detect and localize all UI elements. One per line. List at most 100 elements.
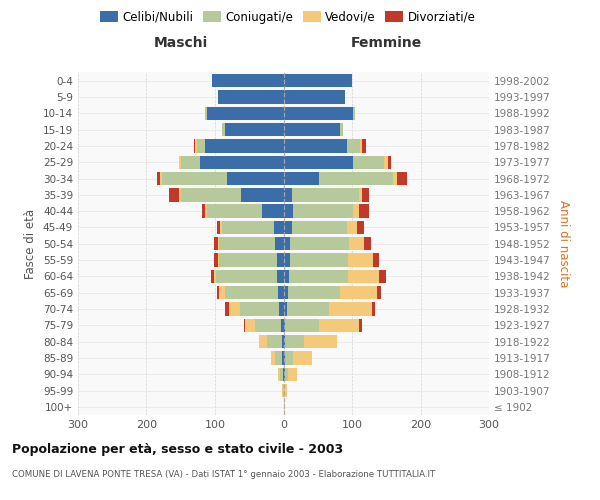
Bar xyxy=(281,318,284,332)
Bar xyxy=(284,400,285,413)
Bar xyxy=(287,302,329,316)
Bar xyxy=(280,302,284,316)
Bar xyxy=(241,188,284,202)
Bar xyxy=(284,237,290,250)
Bar xyxy=(284,90,345,104)
Bar xyxy=(214,237,218,250)
Bar xyxy=(347,221,358,234)
Bar xyxy=(283,368,284,381)
Bar xyxy=(340,123,343,136)
Bar xyxy=(218,254,219,266)
Bar xyxy=(219,254,277,266)
Bar xyxy=(282,384,283,397)
Bar xyxy=(358,221,364,234)
Bar xyxy=(283,384,284,397)
Bar xyxy=(347,139,360,152)
Bar xyxy=(384,156,388,169)
Y-axis label: Anni di nascita: Anni di nascita xyxy=(557,200,570,288)
Bar xyxy=(284,286,287,300)
Bar xyxy=(285,368,288,381)
Bar xyxy=(349,237,364,250)
Bar xyxy=(293,351,312,364)
Bar xyxy=(205,106,207,120)
Bar xyxy=(284,384,287,397)
Bar xyxy=(169,188,179,202)
Bar xyxy=(288,368,296,381)
Bar xyxy=(377,286,381,300)
Bar xyxy=(397,172,407,185)
Bar xyxy=(284,123,340,136)
Bar xyxy=(194,139,195,152)
Text: Femmine: Femmine xyxy=(350,36,422,50)
Bar xyxy=(353,106,355,120)
Bar xyxy=(157,172,160,185)
Bar xyxy=(205,204,207,218)
Bar xyxy=(280,368,283,381)
Bar xyxy=(348,254,373,266)
Bar xyxy=(207,106,284,120)
Bar xyxy=(319,172,393,185)
Bar xyxy=(284,139,347,152)
Bar xyxy=(353,204,359,218)
Bar xyxy=(282,335,284,348)
Bar xyxy=(284,172,319,185)
Bar xyxy=(205,139,284,152)
Bar xyxy=(214,270,217,283)
Y-axis label: Fasce di età: Fasce di età xyxy=(25,208,37,279)
Bar xyxy=(161,172,227,185)
Bar xyxy=(218,237,219,250)
Bar xyxy=(245,318,255,332)
Bar xyxy=(220,221,222,234)
Bar xyxy=(353,156,384,169)
Bar xyxy=(197,139,205,152)
Bar xyxy=(222,221,274,234)
Bar xyxy=(217,270,277,283)
Bar xyxy=(229,302,239,316)
Bar xyxy=(284,351,285,364)
Bar xyxy=(275,237,284,250)
Text: Maschi: Maschi xyxy=(154,36,208,50)
Bar xyxy=(285,318,319,332)
Bar xyxy=(293,204,353,218)
Bar xyxy=(340,286,377,300)
Bar xyxy=(284,318,285,332)
Bar xyxy=(160,172,161,185)
Bar xyxy=(262,204,284,218)
Bar xyxy=(284,188,292,202)
Bar xyxy=(388,156,391,169)
Bar xyxy=(360,139,362,152)
Bar xyxy=(202,204,205,218)
Bar xyxy=(181,156,200,169)
Bar xyxy=(379,270,386,283)
Bar xyxy=(259,335,267,348)
Bar xyxy=(329,302,372,316)
Bar xyxy=(292,221,347,234)
Bar xyxy=(195,139,197,152)
Bar xyxy=(200,156,284,169)
Bar xyxy=(267,335,282,348)
Text: COMUNE DI LAVENA PONTE TRESA (VA) - Dati ISTAT 1° gennaio 2003 - Elaborazione TU: COMUNE DI LAVENA PONTE TRESA (VA) - Dati… xyxy=(12,470,435,479)
Bar xyxy=(278,368,280,381)
Bar xyxy=(225,302,229,316)
Bar xyxy=(284,204,293,218)
Bar xyxy=(284,221,292,234)
Bar xyxy=(217,286,219,300)
Bar xyxy=(255,318,281,332)
Bar xyxy=(218,90,284,104)
Bar xyxy=(212,74,284,88)
Bar xyxy=(304,335,337,348)
Bar xyxy=(277,270,284,283)
Bar xyxy=(364,237,371,250)
Bar xyxy=(290,254,348,266)
Bar xyxy=(277,254,284,266)
Bar xyxy=(284,156,353,169)
Bar xyxy=(214,254,218,266)
Bar xyxy=(224,123,284,136)
Bar xyxy=(373,254,379,266)
Bar xyxy=(275,351,282,364)
Bar xyxy=(348,270,379,283)
Bar xyxy=(284,335,285,348)
Bar xyxy=(217,221,220,234)
Bar xyxy=(284,270,289,283)
Bar xyxy=(219,237,275,250)
